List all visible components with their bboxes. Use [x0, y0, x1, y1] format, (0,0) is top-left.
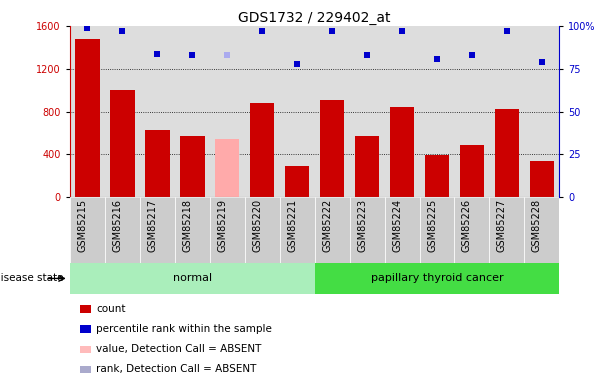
Bar: [420, 197, 454, 262]
Bar: [70, 197, 105, 262]
Bar: [495, 110, 519, 197]
Text: GSM85220: GSM85220: [252, 199, 262, 252]
Bar: [210, 197, 244, 262]
Bar: [105, 197, 140, 262]
Text: count: count: [96, 304, 126, 314]
Bar: [489, 197, 524, 262]
Bar: [425, 155, 449, 197]
Bar: [454, 197, 489, 262]
Text: GSM85219: GSM85219: [217, 199, 227, 252]
Bar: [80, 346, 91, 353]
Text: normal: normal: [173, 273, 212, 284]
Text: GSM85225: GSM85225: [427, 199, 437, 252]
Bar: [390, 107, 414, 197]
Bar: [140, 197, 175, 262]
Bar: [110, 90, 134, 197]
Bar: [215, 139, 240, 197]
Bar: [80, 305, 91, 312]
Text: GSM85222: GSM85222: [322, 199, 332, 252]
Title: GDS1732 / 229402_at: GDS1732 / 229402_at: [238, 11, 391, 25]
Text: GSM85227: GSM85227: [497, 199, 507, 252]
Bar: [530, 160, 554, 197]
Text: GSM85223: GSM85223: [357, 199, 367, 252]
Bar: [350, 197, 384, 262]
Bar: [285, 166, 309, 197]
Text: GSM85221: GSM85221: [287, 199, 297, 252]
Text: papillary thyroid cancer: papillary thyroid cancer: [371, 273, 503, 284]
Bar: [315, 197, 350, 262]
Bar: [355, 136, 379, 197]
Text: value, Detection Call = ABSENT: value, Detection Call = ABSENT: [96, 344, 261, 354]
Text: rank, Detection Call = ABSENT: rank, Detection Call = ABSENT: [96, 364, 257, 374]
Bar: [75, 39, 100, 197]
Text: GSM85217: GSM85217: [147, 199, 157, 252]
Bar: [385, 197, 420, 262]
Bar: [320, 100, 344, 197]
Bar: [250, 103, 274, 197]
Bar: [80, 326, 91, 333]
Text: percentile rank within the sample: percentile rank within the sample: [96, 324, 272, 334]
Bar: [315, 262, 559, 294]
Bar: [70, 262, 315, 294]
Text: disease state: disease state: [0, 273, 64, 284]
Text: GSM85215: GSM85215: [77, 199, 88, 252]
Bar: [180, 136, 204, 197]
Text: GSM85224: GSM85224: [392, 199, 402, 252]
Bar: [244, 197, 280, 262]
Bar: [175, 197, 210, 262]
Bar: [145, 130, 170, 197]
Text: GSM85228: GSM85228: [532, 199, 542, 252]
Bar: [524, 197, 559, 262]
Text: GSM85226: GSM85226: [462, 199, 472, 252]
Text: GSM85216: GSM85216: [112, 199, 122, 252]
Text: GSM85218: GSM85218: [182, 199, 192, 252]
Bar: [80, 366, 91, 373]
Bar: [280, 197, 315, 262]
Bar: [460, 145, 484, 197]
